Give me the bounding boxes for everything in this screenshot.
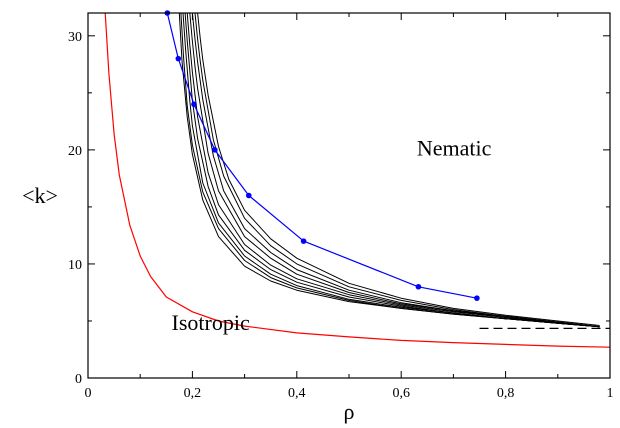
- series-line-5: [184, 13, 600, 328]
- series-line-9: [194, 13, 600, 328]
- series-line-4: [182, 13, 600, 328]
- x-tick-label: 0,2: [184, 386, 202, 401]
- data-point: [175, 55, 182, 62]
- series-line-6: [186, 13, 600, 328]
- series-line-1: [104, 13, 610, 348]
- y-tick-label: 30: [68, 30, 82, 45]
- series-layer: [104, 13, 610, 348]
- y-tick-label: 20: [68, 144, 82, 159]
- series-line-7: [189, 13, 600, 328]
- series-line-10: [197, 13, 600, 326]
- data-point: [212, 147, 218, 153]
- y-tick-label: 0: [75, 372, 82, 387]
- region-label: Isotropic: [172, 310, 250, 335]
- region-label: Nematic: [417, 136, 492, 161]
- x-axis-title: ρ: [344, 399, 355, 424]
- region-labels: Nematic Isotropic: [172, 136, 492, 336]
- plot-frame: [87, 12, 611, 379]
- y-tick-label: 10: [68, 258, 82, 273]
- series-line-2: [178, 13, 600, 328]
- data-point: [415, 283, 422, 290]
- x-axis-ticks: 0 0,2 0,4 0,6 0,8 1: [85, 13, 614, 401]
- x-tick-label: 1: [607, 386, 614, 401]
- marker-layer: [164, 10, 480, 301]
- y-axis-title: <k>: [22, 183, 58, 208]
- x-tick-label: 0,6: [392, 386, 410, 401]
- x-tick-label: 0,4: [288, 386, 306, 401]
- x-tick-label: 0,8: [497, 386, 515, 401]
- series-line-11: [166, 13, 478, 299]
- series-line-3: [180, 13, 600, 328]
- series-line-8: [191, 13, 600, 328]
- data-point: [474, 295, 480, 301]
- y-axis-ticks: 0 10 20 30: [68, 30, 610, 387]
- data-point: [300, 238, 307, 244]
- x-tick-label: 0: [85, 386, 92, 401]
- data-point: [245, 192, 252, 199]
- data-point: [191, 101, 197, 108]
